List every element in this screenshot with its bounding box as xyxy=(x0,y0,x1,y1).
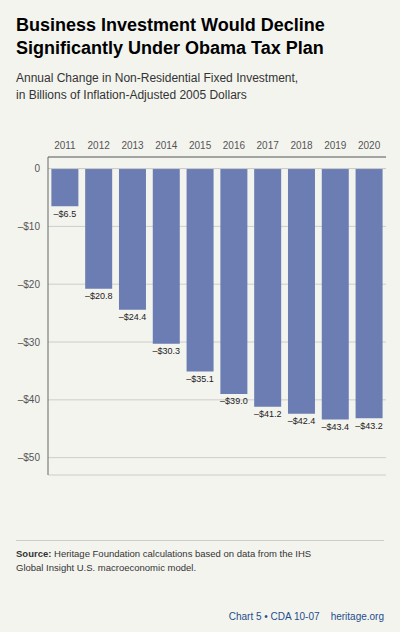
svg-text:2014: 2014 xyxy=(155,140,178,151)
svg-text:–$41.2: –$41.2 xyxy=(254,409,282,419)
svg-text:2016: 2016 xyxy=(223,140,246,151)
svg-text:–$40: –$40 xyxy=(18,394,41,405)
svg-text:0: 0 xyxy=(34,163,40,174)
svg-text:2012: 2012 xyxy=(88,140,111,151)
svg-text:2019: 2019 xyxy=(324,140,347,151)
svg-text:–$35.1: –$35.1 xyxy=(186,374,214,384)
svg-text:–$24.4: –$24.4 xyxy=(119,312,147,322)
svg-text:2020: 2020 xyxy=(358,140,381,151)
svg-text:–$30: –$30 xyxy=(18,337,41,348)
html-text:Business Investment Would Decl: Business Investment Would Decline xyxy=(16,15,325,35)
svg-text:2018: 2018 xyxy=(290,140,313,151)
svg-text:–$20: –$20 xyxy=(18,279,41,290)
svg-text:2013: 2013 xyxy=(121,140,144,151)
svg-text:–$10: –$10 xyxy=(18,221,41,232)
svg-text:2015: 2015 xyxy=(189,140,212,151)
svg-text:2017: 2017 xyxy=(257,140,280,151)
svg-text:–$39.0: –$39.0 xyxy=(220,396,248,406)
svg-text:–$43.2: –$43.2 xyxy=(355,421,383,431)
svg-text:2011: 2011 xyxy=(54,140,76,151)
svg-text:–$30.3: –$30.3 xyxy=(153,346,181,356)
svg-text:–$43.4: –$43.4 xyxy=(322,422,350,432)
html-text:Annual Change in Non-Residenti: Annual Change in Non-Residential Fixed I… xyxy=(16,71,299,102)
html-text:Significantly Under Obama Tax: Significantly Under Obama Tax Plan xyxy=(16,38,324,58)
html-text:Chart 5 • CDA 10-07 heritage.o: Chart 5 • CDA 10-07 heritage.org xyxy=(228,611,384,622)
svg-text:–$50: –$50 xyxy=(18,452,41,463)
svg-text:–$20.8: –$20.8 xyxy=(85,291,113,301)
html-text:Source: Heritage Foundation ca: Source: Heritage Foundation calculations… xyxy=(16,548,312,573)
svg-text:–$42.4: –$42.4 xyxy=(288,416,316,426)
svg-text:–$6.5: –$6.5 xyxy=(54,209,77,219)
